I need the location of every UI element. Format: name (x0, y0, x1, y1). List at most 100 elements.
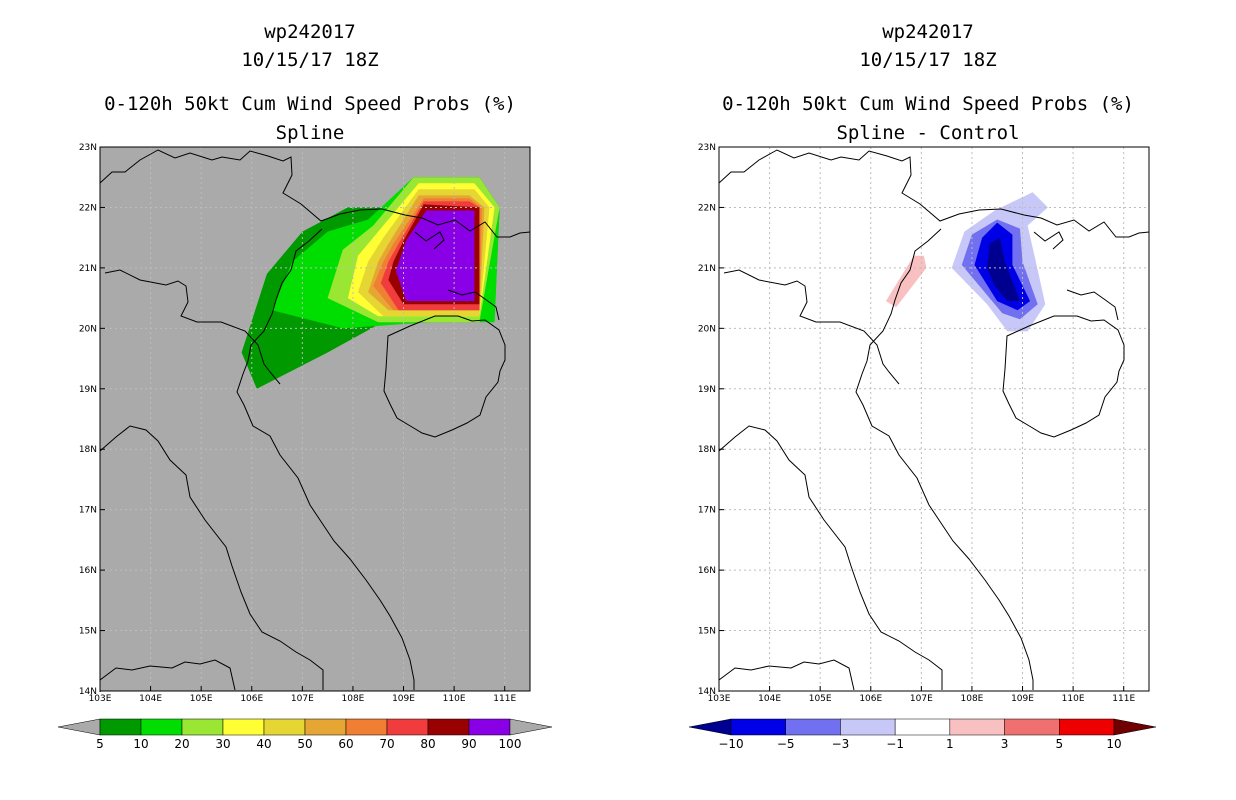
right-title: 0-120h 50kt Cum Wind Speed Probs (%) (722, 93, 1134, 115)
right-colorbar-label: 10 (1106, 737, 1121, 751)
right-colorbar-swatch (894, 718, 951, 736)
left-colorbar-label: 100 (499, 737, 522, 751)
left-colorbar-swatch (181, 718, 224, 736)
right-colorbar-label: −3 (832, 737, 850, 751)
right-ytick-label: 23N (698, 143, 716, 153)
right-xtick-label: 110E (1062, 694, 1085, 704)
left-subtitle: Spline (276, 122, 345, 144)
right-colorbar-label: 3 (1001, 737, 1009, 751)
right-colorbar-swatch (1004, 718, 1060, 736)
right-ytick-label: 20N (698, 324, 716, 334)
left-colorbar-label: 70 (379, 737, 394, 751)
left-xtick-label: 109E (392, 694, 415, 704)
left-colorbar-arrow-right (509, 718, 553, 736)
left-colorbar-swatch (140, 718, 183, 736)
left-axis-ticks: 103E 104E 105E 106E 107E 108E 109E 110E 111E 14N 1… (79, 143, 517, 704)
left-xtick-label: 103E (89, 694, 112, 704)
right-colorbar-label: 5 (1055, 737, 1063, 751)
right-ytick-label: 22N (698, 203, 716, 213)
left-xtick-label: 107E (291, 694, 314, 704)
left-colorbar-swatch (99, 718, 142, 736)
right-colorbar-label: −10 (718, 737, 743, 751)
left-xtick-label: 104E (139, 694, 162, 704)
left-ytick-label: 23N (79, 143, 97, 153)
right-ytick-label: 14N (698, 687, 716, 697)
right-xtick-label: 108E (961, 694, 984, 704)
left-colorbar-label: 5 (96, 737, 104, 751)
left-xtick-label: 105E (190, 694, 213, 704)
left-ytick-label: 21N (79, 264, 97, 274)
left-ytick-label: 17N (79, 506, 97, 516)
left-title: 0-120h 50kt Cum Wind Speed Probs (%) (104, 93, 516, 115)
left-contour-90 (395, 210, 475, 302)
left-ytick-label: 16N (79, 566, 97, 576)
left-colorbar-label: 10 (133, 737, 148, 751)
left-colorbar-swatch (427, 718, 470, 736)
right-map-frame (718, 146, 1150, 692)
right-xtick-label: 103E (708, 694, 731, 704)
left-colorbar-label: 30 (215, 737, 230, 751)
left-grid (100, 147, 530, 691)
right-colorbar-label: 1 (946, 737, 954, 751)
left-storm-id: wp242017 (264, 21, 356, 43)
right-ytick-label: 18N (698, 445, 716, 455)
left-colorbar-label: 60 (338, 737, 353, 751)
right-ytick-label: 17N (698, 506, 716, 516)
right-xtick-label: 105E (809, 694, 832, 704)
right-panel: wp242017 10/15/17 18Z 0-120h 50kt Cum Wi… (688, 21, 1157, 751)
left-colorbar-label: 90 (461, 737, 476, 751)
right-ytick-label: 16N (698, 566, 716, 576)
left-contours (241, 177, 500, 389)
right-map-background (719, 147, 1149, 691)
right-xtick-label: 111E (1112, 694, 1135, 704)
left-ytick-label: 19N (79, 385, 97, 395)
left-xtick-label: 108E (342, 694, 365, 704)
right-axis-ticks: 103E 104E 105E 106E 107E 108E 109E 110E 111E 14N 1… (698, 143, 1136, 704)
right-coastlines (718, 149, 1150, 692)
left-colorbar-swatch (222, 718, 265, 736)
right-colorbar-swatch (1059, 718, 1115, 736)
right-colorbar-label: −5 (777, 737, 795, 751)
right-colorbar-arrow-right (1113, 718, 1157, 736)
left-ytick-label: 20N (79, 324, 97, 334)
right-subtitle: Spline - Control (836, 122, 1019, 144)
right-ytick-label: 21N (698, 264, 716, 274)
right-storm-id: wp242017 (882, 21, 974, 43)
left-xtick-label: 111E (493, 694, 516, 704)
left-colorbar-swatch (304, 718, 347, 736)
right-xtick-label: 107E (910, 694, 933, 704)
left-panel: wp242017 10/15/17 18Z 0-120h 50kt Cum Wi… (57, 21, 553, 751)
left-colorbar-label: 20 (174, 737, 189, 751)
right-colorbar-swatch (949, 718, 1005, 736)
right-contours (885, 192, 1048, 332)
right-ytick-label: 19N (698, 385, 716, 395)
right-xtick-label: 109E (1011, 694, 1034, 704)
left-colorbar-label: 40 (256, 737, 271, 751)
right-colorbar-swatch (840, 718, 896, 736)
left-colorbar-label: 50 (297, 737, 312, 751)
right-colorbar-arrow-left (688, 718, 732, 736)
left-colorbar-swatch (386, 718, 429, 736)
left-colorbar-swatch (468, 718, 511, 736)
left-datetime: 10/15/17 18Z (241, 49, 378, 71)
right-grid (719, 147, 1149, 691)
left-colorbar: 5 10 20 30 40 50 60 70 80 90 100 (57, 718, 553, 751)
left-xtick-label: 106E (240, 694, 263, 704)
right-contour-neg10 (987, 237, 1020, 302)
left-ytick-label: 14N (79, 687, 97, 697)
left-colorbar-swatch (263, 718, 306, 736)
right-ytick-label: 15N (698, 627, 716, 637)
left-ytick-label: 22N (79, 203, 97, 213)
right-colorbar: −10 −5 −3 −1 1 3 5 10 (688, 718, 1157, 751)
left-colorbar-arrow-left (57, 718, 101, 736)
right-xtick-label: 104E (758, 694, 781, 704)
right-colorbar-label: −1 (886, 737, 904, 751)
left-coastlines (99, 149, 531, 692)
left-xtick-label: 110E (443, 694, 466, 704)
right-datetime: 10/15/17 18Z (859, 49, 996, 71)
right-colorbar-swatch (785, 718, 841, 736)
left-colorbar-swatch (345, 718, 388, 736)
left-ytick-label: 15N (79, 627, 97, 637)
left-map-frame (99, 146, 531, 692)
